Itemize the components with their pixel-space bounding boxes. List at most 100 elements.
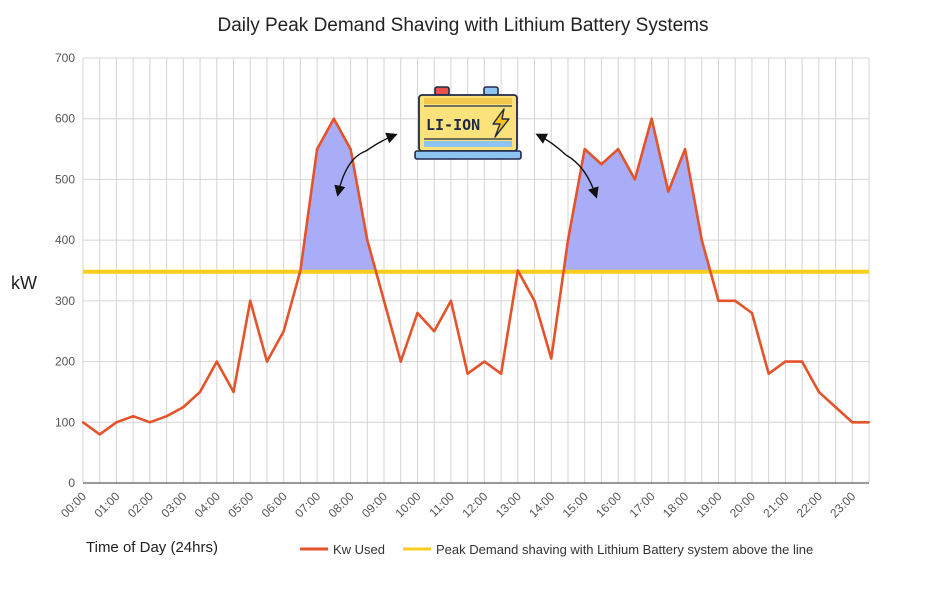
left-curved-arrow-head-top: [365, 132, 398, 152]
battery-label: LI-ION: [426, 116, 480, 134]
data-point: [98, 433, 101, 436]
data-point: [182, 405, 185, 409]
y-axis-label: kW: [11, 273, 37, 293]
data-point: [315, 147, 319, 151]
series-points: [81, 117, 871, 436]
lithium-ion-battery-icon: LI-ION: [414, 86, 522, 160]
data-point: [616, 147, 620, 151]
data-point: [583, 147, 586, 151]
data-point: [767, 372, 770, 375]
data-point: [734, 299, 737, 303]
data-point: [566, 238, 570, 242]
x-tick-label: 22:00: [794, 489, 825, 520]
battery-annotation: LI-ION: [334, 86, 599, 199]
series-lines: [82, 117, 869, 436]
horizontal-gridlines: [83, 57, 869, 484]
data-point: [516, 269, 520, 272]
data-point: [667, 190, 670, 193]
y-tick-label: 0: [68, 476, 75, 490]
y-tick-label: 600: [55, 112, 75, 126]
x-tick-label: 04:00: [192, 489, 223, 520]
shaved-peak-area: [563, 118, 711, 272]
x-tick-label: 00:00: [58, 489, 89, 520]
data-point: [249, 299, 252, 303]
data-point: [700, 238, 703, 242]
data-point: [332, 117, 336, 120]
data-point: [215, 360, 218, 363]
data-point: [851, 421, 854, 424]
data-point: [131, 415, 135, 418]
x-tick-label: 19:00: [693, 489, 724, 520]
data-point: [483, 360, 486, 363]
data-point: [382, 299, 386, 303]
x-tick-label: 05:00: [225, 489, 256, 520]
data-point: [366, 238, 369, 242]
data-point: [416, 311, 419, 315]
chart-title: Daily Peak Demand Shaving with Lithium B…: [217, 15, 708, 36]
data-point: [750, 311, 754, 315]
x-tick-label: 21:00: [760, 489, 791, 520]
x-tick-label: 07:00: [292, 489, 323, 520]
x-tick-label: 12:00: [459, 489, 490, 520]
y-tick-label: 200: [55, 355, 75, 369]
legend: Kw Used Peak Demand shaving with Lithium…: [300, 542, 813, 557]
data-point: [282, 330, 285, 333]
data-point: [299, 269, 302, 272]
data-point: [165, 415, 168, 418]
y-tick-label: 700: [55, 51, 75, 65]
legend-label-threshold: Peak Demand shaving with Lithium Battery…: [436, 542, 813, 557]
y-tick-label: 300: [55, 294, 75, 308]
x-tick-label: 10:00: [392, 489, 423, 520]
left-curved-arrow: [334, 150, 367, 197]
data-point: [533, 299, 536, 303]
data-point: [148, 421, 152, 424]
y-axis-ticks: 0 100 200 300 400 500 600 700: [55, 51, 75, 490]
data-point: [399, 360, 402, 363]
data-point: [800, 360, 804, 363]
x-tick-label: 03:00: [158, 489, 189, 520]
data-point: [867, 421, 871, 424]
x-tick-label: 18:00: [660, 489, 691, 520]
data-point: [499, 372, 503, 375]
data-point: [81, 421, 85, 424]
data-point: [198, 390, 202, 394]
data-point: [232, 390, 235, 394]
data-point: [717, 299, 720, 303]
x-tick-label: 23:00: [827, 489, 858, 520]
x-tick-label: 16:00: [593, 489, 624, 520]
data-point: [683, 147, 687, 151]
data-point: [349, 147, 352, 151]
data-point: [817, 390, 821, 394]
x-tick-label: 01:00: [91, 489, 122, 520]
data-point: [265, 360, 269, 363]
data-point: [449, 299, 453, 303]
x-tick-label: 20:00: [727, 489, 758, 520]
x-tick-label: 15:00: [560, 489, 591, 520]
data-point: [600, 163, 603, 166]
y-tick-label: 400: [55, 233, 75, 247]
y-tick-label: 500: [55, 172, 75, 186]
data-point: [834, 405, 837, 409]
legend-label-kw-used: Kw Used: [333, 542, 385, 557]
x-tick-label: 13:00: [493, 489, 524, 520]
x-tick-label: 11:00: [427, 489, 458, 520]
x-tick-label: 06:00: [259, 489, 290, 520]
y-tick-label: 100: [55, 415, 75, 429]
data-point: [466, 372, 469, 375]
data-point: [633, 178, 637, 181]
x-tick-label: 02:00: [125, 489, 156, 520]
x-axis-label: Time of Day (24hrs): [86, 539, 218, 556]
data-point: [650, 117, 653, 120]
data-point: [784, 360, 787, 363]
x-axis-ticks: 00:00 01:00 02:00 03:00 04:00 05:00 06:00 07:00…: [58, 489, 859, 520]
x-tick-label: 17:00: [627, 489, 658, 520]
series-line-kw-used: [82, 117, 869, 436]
data-point: [550, 357, 553, 360]
x-tick-label: 14:00: [526, 489, 557, 520]
x-tick-label: 08:00: [326, 489, 357, 520]
right-curved-arrow: [535, 133, 567, 156]
data-point: [115, 421, 118, 424]
right-curved-arrow-tail: [565, 154, 599, 199]
